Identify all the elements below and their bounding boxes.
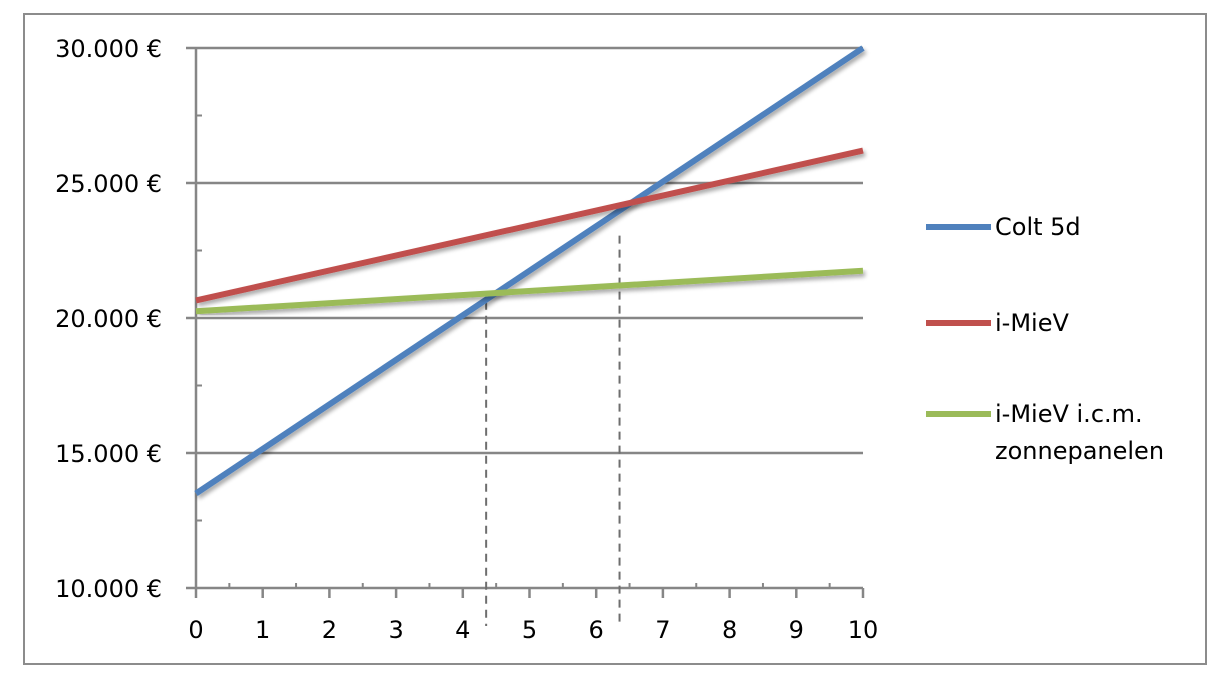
legend-label: i-MieV (995, 309, 1069, 337)
x-tick-label: 9 (789, 616, 804, 644)
x-tick-label: 2 (322, 616, 337, 644)
x-tick-label: 3 (388, 616, 403, 644)
x-tick-label: 7 (655, 616, 670, 644)
x-tick-label: 10 (848, 616, 879, 644)
x-tick-label: 1 (255, 616, 270, 644)
gridlines (186, 46, 863, 455)
x-tick-label: 8 (722, 616, 737, 644)
x-tick-label: 6 (589, 616, 604, 644)
series-lines (194, 45, 865, 496)
legend-label-line: i-MieV (995, 309, 1069, 337)
x-tick-label: 5 (522, 616, 537, 644)
legend-label-line: i-MieV i.c.m. (995, 400, 1143, 428)
y-tick-label: 20.000 € (55, 305, 162, 333)
x-tick-label: 0 (188, 616, 203, 644)
axes (186, 48, 865, 598)
series-line-i-miev-i-c-m-zonnepanelen (195, 267, 864, 315)
y-tick-label: 15.000 € (55, 440, 162, 468)
y-tick-label: 30.000 € (55, 35, 162, 63)
series-line-colt-5d (194, 45, 865, 496)
legend-label-line: Colt 5d (995, 213, 1081, 241)
series-line-i-miev (195, 147, 864, 304)
x-axis-tick-labels: 0 1 2 3 4 5 6 7 8 9 10 (188, 616, 878, 644)
y-tick-label: 25.000 € (55, 170, 162, 198)
legend-label: Colt 5d (995, 213, 1081, 241)
chart-border (23, 13, 1207, 665)
y-axis-tick-labels: 10.000 € 15.000 € 20.000 € 25.000 € 30.000 € (55, 35, 162, 603)
dashed-markers (485, 235, 621, 626)
legend-label-line: zonnepanelen (995, 437, 1164, 465)
x-tick-label: 4 (455, 616, 470, 644)
y-tick-label: 10.000 € (55, 575, 162, 603)
legend: Colt 5d i-MieV i-MieV i.c.m. zonnepanelen (926, 213, 1164, 465)
legend-label: i-MieV i.c.m. zonnepanelen (995, 400, 1164, 465)
